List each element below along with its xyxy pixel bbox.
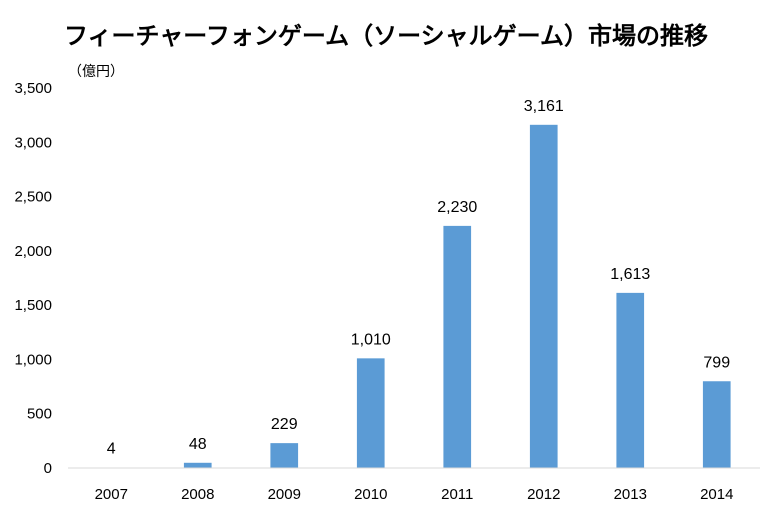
data-labels: 4 48 229 1,010 2,230 3,161 1,613 799 — [107, 98, 730, 458]
bar-2013 — [616, 292, 645, 468]
x-tick-label: 2011 — [441, 486, 473, 503]
data-label-2010: 1,010 — [351, 331, 391, 348]
y-tick-label: 2,500 — [14, 189, 52, 206]
x-tick-label: 2010 — [354, 486, 387, 503]
data-label-2011: 2,230 — [437, 199, 477, 216]
y-tick-label: 2,000 — [14, 243, 52, 260]
x-tick-label: 2008 — [181, 486, 214, 503]
y-axis-ticks: 0 500 1,000 1,500 2,000 2,500 3,000 3,500 — [14, 80, 52, 477]
bar-2010 — [356, 358, 385, 468]
y-tick-label: 3,500 — [14, 80, 52, 97]
x-tick-label: 2012 — [527, 486, 560, 503]
x-tick-label: 2013 — [614, 486, 647, 503]
bar-2011 — [443, 225, 472, 468]
y-tick-label: 500 — [27, 406, 52, 423]
x-tick-label: 2007 — [95, 486, 128, 503]
data-label-2009: 229 — [271, 416, 298, 433]
unit-label: （億円） — [68, 64, 124, 80]
data-label-2008: 48 — [189, 436, 207, 453]
y-tick-label: 0 — [44, 460, 52, 477]
bar-2014 — [702, 381, 731, 468]
y-tick-label: 1,000 — [14, 351, 52, 368]
bars — [97, 124, 731, 469]
data-label-2013: 1,613 — [610, 266, 650, 283]
x-axis-ticks: 2007 2008 2009 2010 2011 2012 2013 2014 — [95, 486, 734, 503]
chart-title: フィーチャーフォンゲーム（ソーシャルゲーム）市場の推移 — [64, 22, 708, 50]
x-tick-label: 2009 — [268, 486, 301, 503]
data-label-2007: 4 — [107, 441, 116, 458]
x-tick-label: 2014 — [700, 486, 733, 503]
bar-2008 — [183, 462, 212, 468]
y-tick-label: 1,500 — [14, 297, 52, 314]
data-label-2012: 3,161 — [524, 98, 564, 115]
bar-2012 — [529, 124, 558, 468]
bar-2009 — [270, 443, 299, 468]
y-tick-label: 3,000 — [14, 134, 52, 151]
data-label-2014: 799 — [703, 354, 730, 371]
